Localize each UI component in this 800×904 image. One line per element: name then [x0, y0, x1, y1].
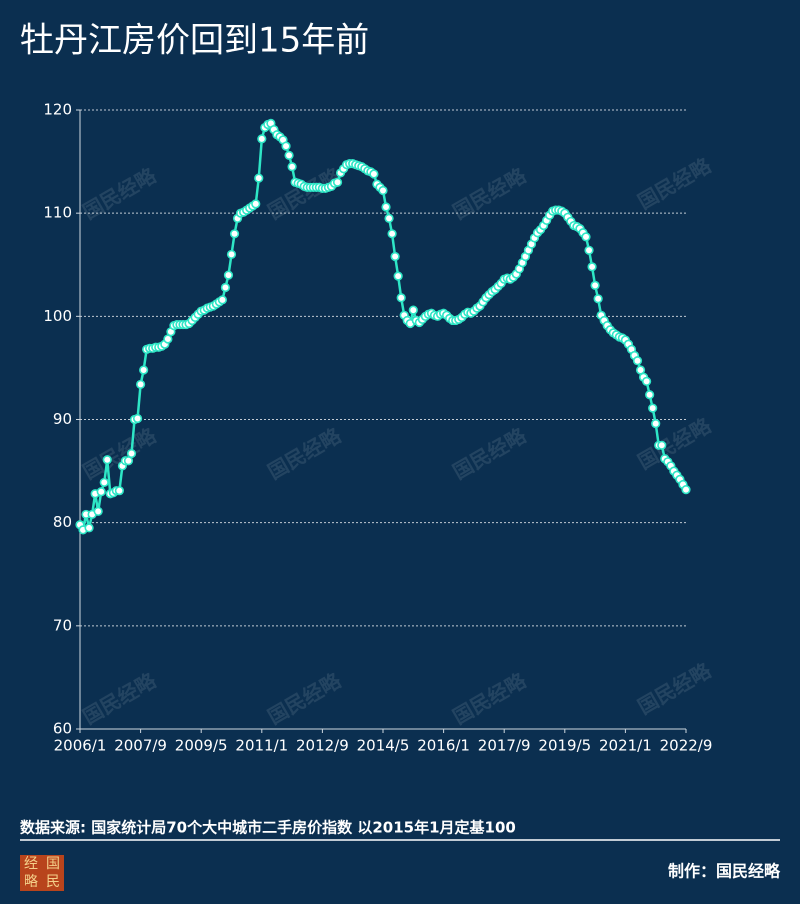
point — [84, 523, 94, 533]
point — [132, 413, 143, 424]
point — [681, 485, 691, 495]
x-tick-label: 2011/1 — [235, 737, 288, 755]
chart-title: 牡丹江房价回到15年前 — [20, 21, 369, 61]
x-tick-label: 2007/9 — [114, 737, 167, 755]
logo-char: 经 — [24, 856, 38, 872]
point — [287, 162, 297, 172]
point — [332, 177, 343, 187]
x-tick-label: 2019/5 — [538, 737, 591, 755]
point — [396, 293, 406, 303]
y-tick-label: 70 — [53, 616, 72, 634]
point — [229, 229, 240, 239]
logo-box — [20, 855, 64, 891]
point — [284, 150, 294, 160]
point — [257, 134, 267, 144]
point — [593, 294, 603, 304]
y-tick-label: 90 — [53, 410, 72, 428]
x-tick-label: 2017/9 — [478, 737, 531, 755]
y-tick-label: 120 — [43, 101, 72, 119]
point — [381, 202, 391, 212]
point — [223, 270, 234, 280]
point — [99, 477, 109, 488]
point — [390, 251, 400, 262]
point — [136, 379, 146, 390]
y-tick-label: 110 — [43, 204, 72, 222]
point — [408, 305, 418, 315]
point — [114, 486, 124, 496]
point — [281, 141, 291, 151]
x-tick-label: 2021/1 — [599, 737, 652, 755]
point — [657, 440, 667, 450]
point — [651, 419, 661, 429]
point — [251, 199, 261, 209]
point — [642, 376, 652, 386]
x-tick-label: 2009/5 — [175, 737, 228, 755]
point — [96, 487, 106, 497]
point — [254, 173, 264, 183]
point — [584, 245, 594, 255]
point — [220, 282, 231, 293]
y-tick-label: 100 — [43, 307, 72, 325]
point — [384, 213, 394, 223]
point — [590, 280, 600, 290]
point — [632, 356, 643, 366]
x-tick-label: 2022/9 — [660, 737, 713, 755]
x-tick-label: 2012/9 — [296, 737, 349, 755]
x-tick-label: 2006/1 — [54, 737, 107, 755]
point — [581, 232, 591, 242]
y-tick-label: 60 — [53, 720, 72, 738]
point — [139, 365, 149, 375]
point — [378, 185, 388, 196]
point — [587, 262, 597, 272]
point — [645, 390, 655, 400]
point — [126, 448, 137, 459]
point — [387, 229, 397, 239]
point — [393, 271, 403, 281]
point — [226, 249, 237, 260]
x-tick-label: 2014/5 — [357, 737, 410, 755]
point — [217, 295, 228, 305]
logo-char: 略 — [24, 874, 38, 890]
point — [369, 169, 379, 179]
point — [93, 506, 103, 516]
logo-char: 国 — [46, 856, 60, 872]
logo-char: 民 — [46, 874, 60, 890]
x-tick-label: 2016/1 — [417, 737, 470, 755]
y-tick-label: 80 — [53, 513, 72, 531]
point — [102, 455, 112, 465]
source-note: 数据来源: 国家统计局70个大中城市二手房价指数 以2015年1月定基100 — [20, 819, 516, 837]
point — [648, 403, 658, 413]
credit: 制作：国民经略 — [668, 862, 781, 881]
